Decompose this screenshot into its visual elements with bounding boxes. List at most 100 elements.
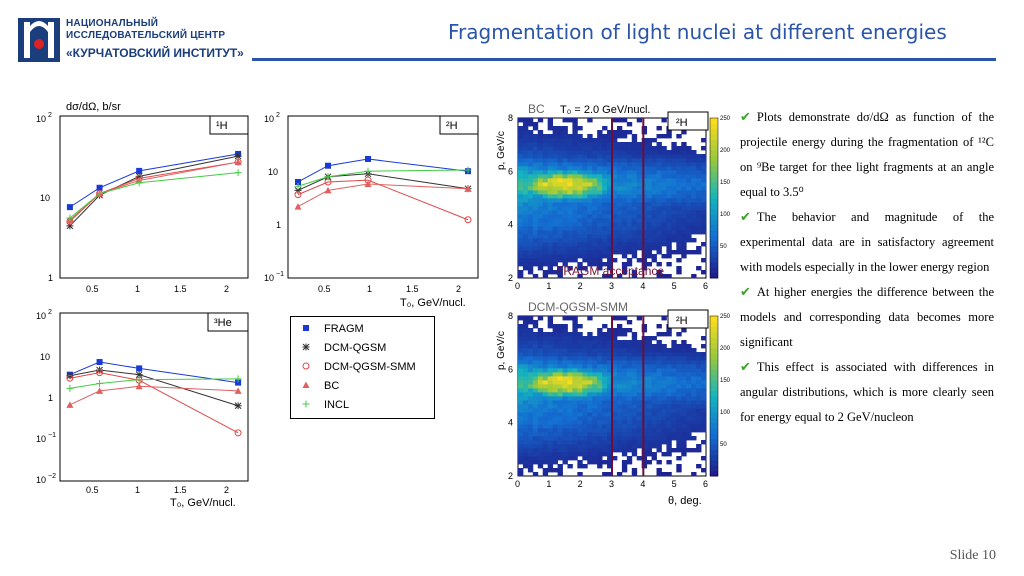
logo-line1: НАЦИОНАЛЬНЫЙ — [66, 18, 159, 29]
incl-series-line — [297, 169, 469, 187]
dcm-qgsm-point — [234, 152, 242, 160]
fragm-point — [325, 162, 331, 169]
svg-text:2: 2 — [276, 112, 280, 119]
incl-point — [96, 190, 104, 198]
slide-title: Fragmentation of light nuclei at differe… — [448, 20, 947, 44]
bc-series-line — [297, 183, 469, 208]
panel-label-1h: ¹H — [216, 120, 228, 132]
fragm-point — [136, 365, 143, 372]
colorbar — [709, 117, 719, 279]
svg-text:1: 1 — [135, 284, 140, 294]
colorbar-tick: 50 — [720, 442, 727, 448]
bc-point — [464, 185, 472, 192]
y-tick-labels: 10 2 10 1 10 −1 — [264, 112, 284, 283]
x-tick-label: 3 — [609, 479, 614, 489]
y-tick-label: 4 — [508, 418, 513, 428]
svg-text:1: 1 — [48, 273, 53, 283]
y-tick-label: 6 — [508, 166, 513, 176]
x-tick-labels: 0.5 1 1.5 2 — [86, 284, 229, 294]
svg-text:1: 1 — [135, 485, 140, 495]
heatmap-label-top: ²H — [676, 117, 688, 129]
plot-xlabel: T₀, GeV/nucl. — [170, 497, 236, 509]
colorbar-tick: 100 — [720, 410, 731, 416]
plot-1h-series — [66, 150, 242, 230]
incl-point — [135, 376, 143, 384]
svg-text:10: 10 — [40, 352, 50, 362]
legend-incl-point — [302, 400, 310, 408]
fragm-point — [365, 155, 371, 162]
checkmark-icon: ✔ — [740, 285, 751, 300]
logo-line3: «КУРЧАТОВСКИЙ ИНСТИТУТ» — [66, 46, 244, 60]
bc-point — [234, 387, 242, 394]
incl-point — [66, 384, 74, 392]
acceptance-label: FRAGM acceptance — [556, 264, 664, 278]
colorbar-tick: 50 — [720, 244, 727, 250]
heatmap-title-bc: BC — [528, 102, 545, 116]
fragm-series-line — [69, 153, 239, 208]
colorbar-tick: 200 — [720, 148, 731, 154]
dcm-qgsm-smm-point — [464, 216, 472, 224]
plot-frame — [59, 312, 249, 482]
y-tick-label: 2 — [508, 273, 513, 283]
heatmap-ylabel: p, GeV/c — [496, 331, 507, 370]
incl-point — [364, 167, 372, 175]
dcm-qgsm-smm-series-line — [297, 179, 469, 221]
plot-3he-series — [66, 359, 242, 437]
heatmap-ylabel: p, GeV/c — [496, 131, 507, 170]
x-tick-label: 0 — [515, 479, 520, 489]
svg-text:10: 10 — [264, 273, 274, 283]
x-tick-label: 2 — [578, 281, 583, 291]
x-tick-label: 4 — [640, 281, 645, 291]
y-tick-label: 6 — [508, 364, 513, 374]
svg-text:10: 10 — [264, 114, 274, 124]
bullet-4: ✔ This effect is associated with differen… — [740, 360, 994, 424]
dcm-qgsm-smm-series-line — [69, 372, 239, 434]
x-tick-labels: 0.5 1 1.5 2 — [318, 284, 461, 294]
bc-point — [96, 387, 104, 394]
fragm-point — [96, 184, 103, 191]
bc-point — [66, 401, 74, 408]
incl-point — [66, 214, 74, 222]
kurchatov-logo: НАЦИОНАЛЬНЫЙ ИССЛЕДОВАТЕЛЬСКИЙ ЦЕНТР «КУ… — [18, 18, 258, 64]
incl-point — [324, 173, 332, 181]
svg-text:1.5: 1.5 — [174, 485, 187, 495]
fragm-point — [66, 204, 73, 211]
heatmap-dcm: DCM-QGSM-SMM p, GeV/c 2 4 6 8 0 1 2 3 4 5 6 50 100 15… — [496, 300, 731, 507]
svg-text:2: 2 — [456, 284, 461, 294]
heatmap-bc: BC T₀ = 2.0 GeV/nucl. p, GeV/c 2 4 6 8 0 1 2 3 4… — [496, 102, 731, 291]
plot-ylabel: dσ/dΩ, b/sr — [66, 101, 121, 113]
bc-series-line — [69, 385, 239, 406]
checkmark-icon: ✔ — [740, 110, 751, 125]
colorbar-tick: 150 — [720, 378, 731, 384]
bc-point — [135, 382, 143, 390]
svg-text:10: 10 — [40, 193, 50, 203]
legend-label: DCM-QGSM-SMM — [324, 361, 416, 373]
svg-text:−1: −1 — [48, 432, 56, 439]
incl-point — [135, 179, 143, 187]
dcm-qgsm-smm-point — [66, 374, 74, 382]
plot-frame — [59, 115, 249, 279]
x-tick-label: 0 — [515, 281, 520, 291]
colorbar-tick: 250 — [720, 116, 731, 122]
y-tick-labels: 10 2 10 1 10 −1 10 −2 — [36, 309, 56, 485]
dcm-qgsm-point — [135, 172, 143, 180]
heatmap-energy: T₀ = 2.0 GeV/nucl. — [560, 104, 650, 116]
panel-label-3he: ³He — [214, 317, 232, 329]
dcm-qgsm-point — [66, 222, 74, 230]
x-tick-labels: 0.5 1 1.5 2 — [86, 485, 229, 495]
x-tick-label: 5 — [672, 281, 677, 291]
bc-point — [234, 158, 242, 166]
svg-text:0.5: 0.5 — [318, 284, 331, 294]
x-tick-label: 2 — [578, 479, 583, 489]
plot-xlabel: T₀, GeV/nucl. — [400, 297, 466, 309]
checkmark-icon: ✔ — [740, 360, 751, 375]
bc-series-line — [69, 161, 239, 221]
plot-2h-series — [294, 155, 472, 224]
y-tick-label: 8 — [508, 113, 513, 123]
svg-text:10: 10 — [36, 434, 46, 444]
svg-text:2: 2 — [224, 284, 229, 294]
plot-3he: 10 2 10 1 10 −1 10 −2 0.5 1 1.5 2 T₀, GeV/nucl… — [36, 309, 249, 509]
y-tick-label: 8 — [508, 311, 513, 321]
fragm-point — [136, 167, 143, 174]
bc-point — [364, 180, 372, 188]
